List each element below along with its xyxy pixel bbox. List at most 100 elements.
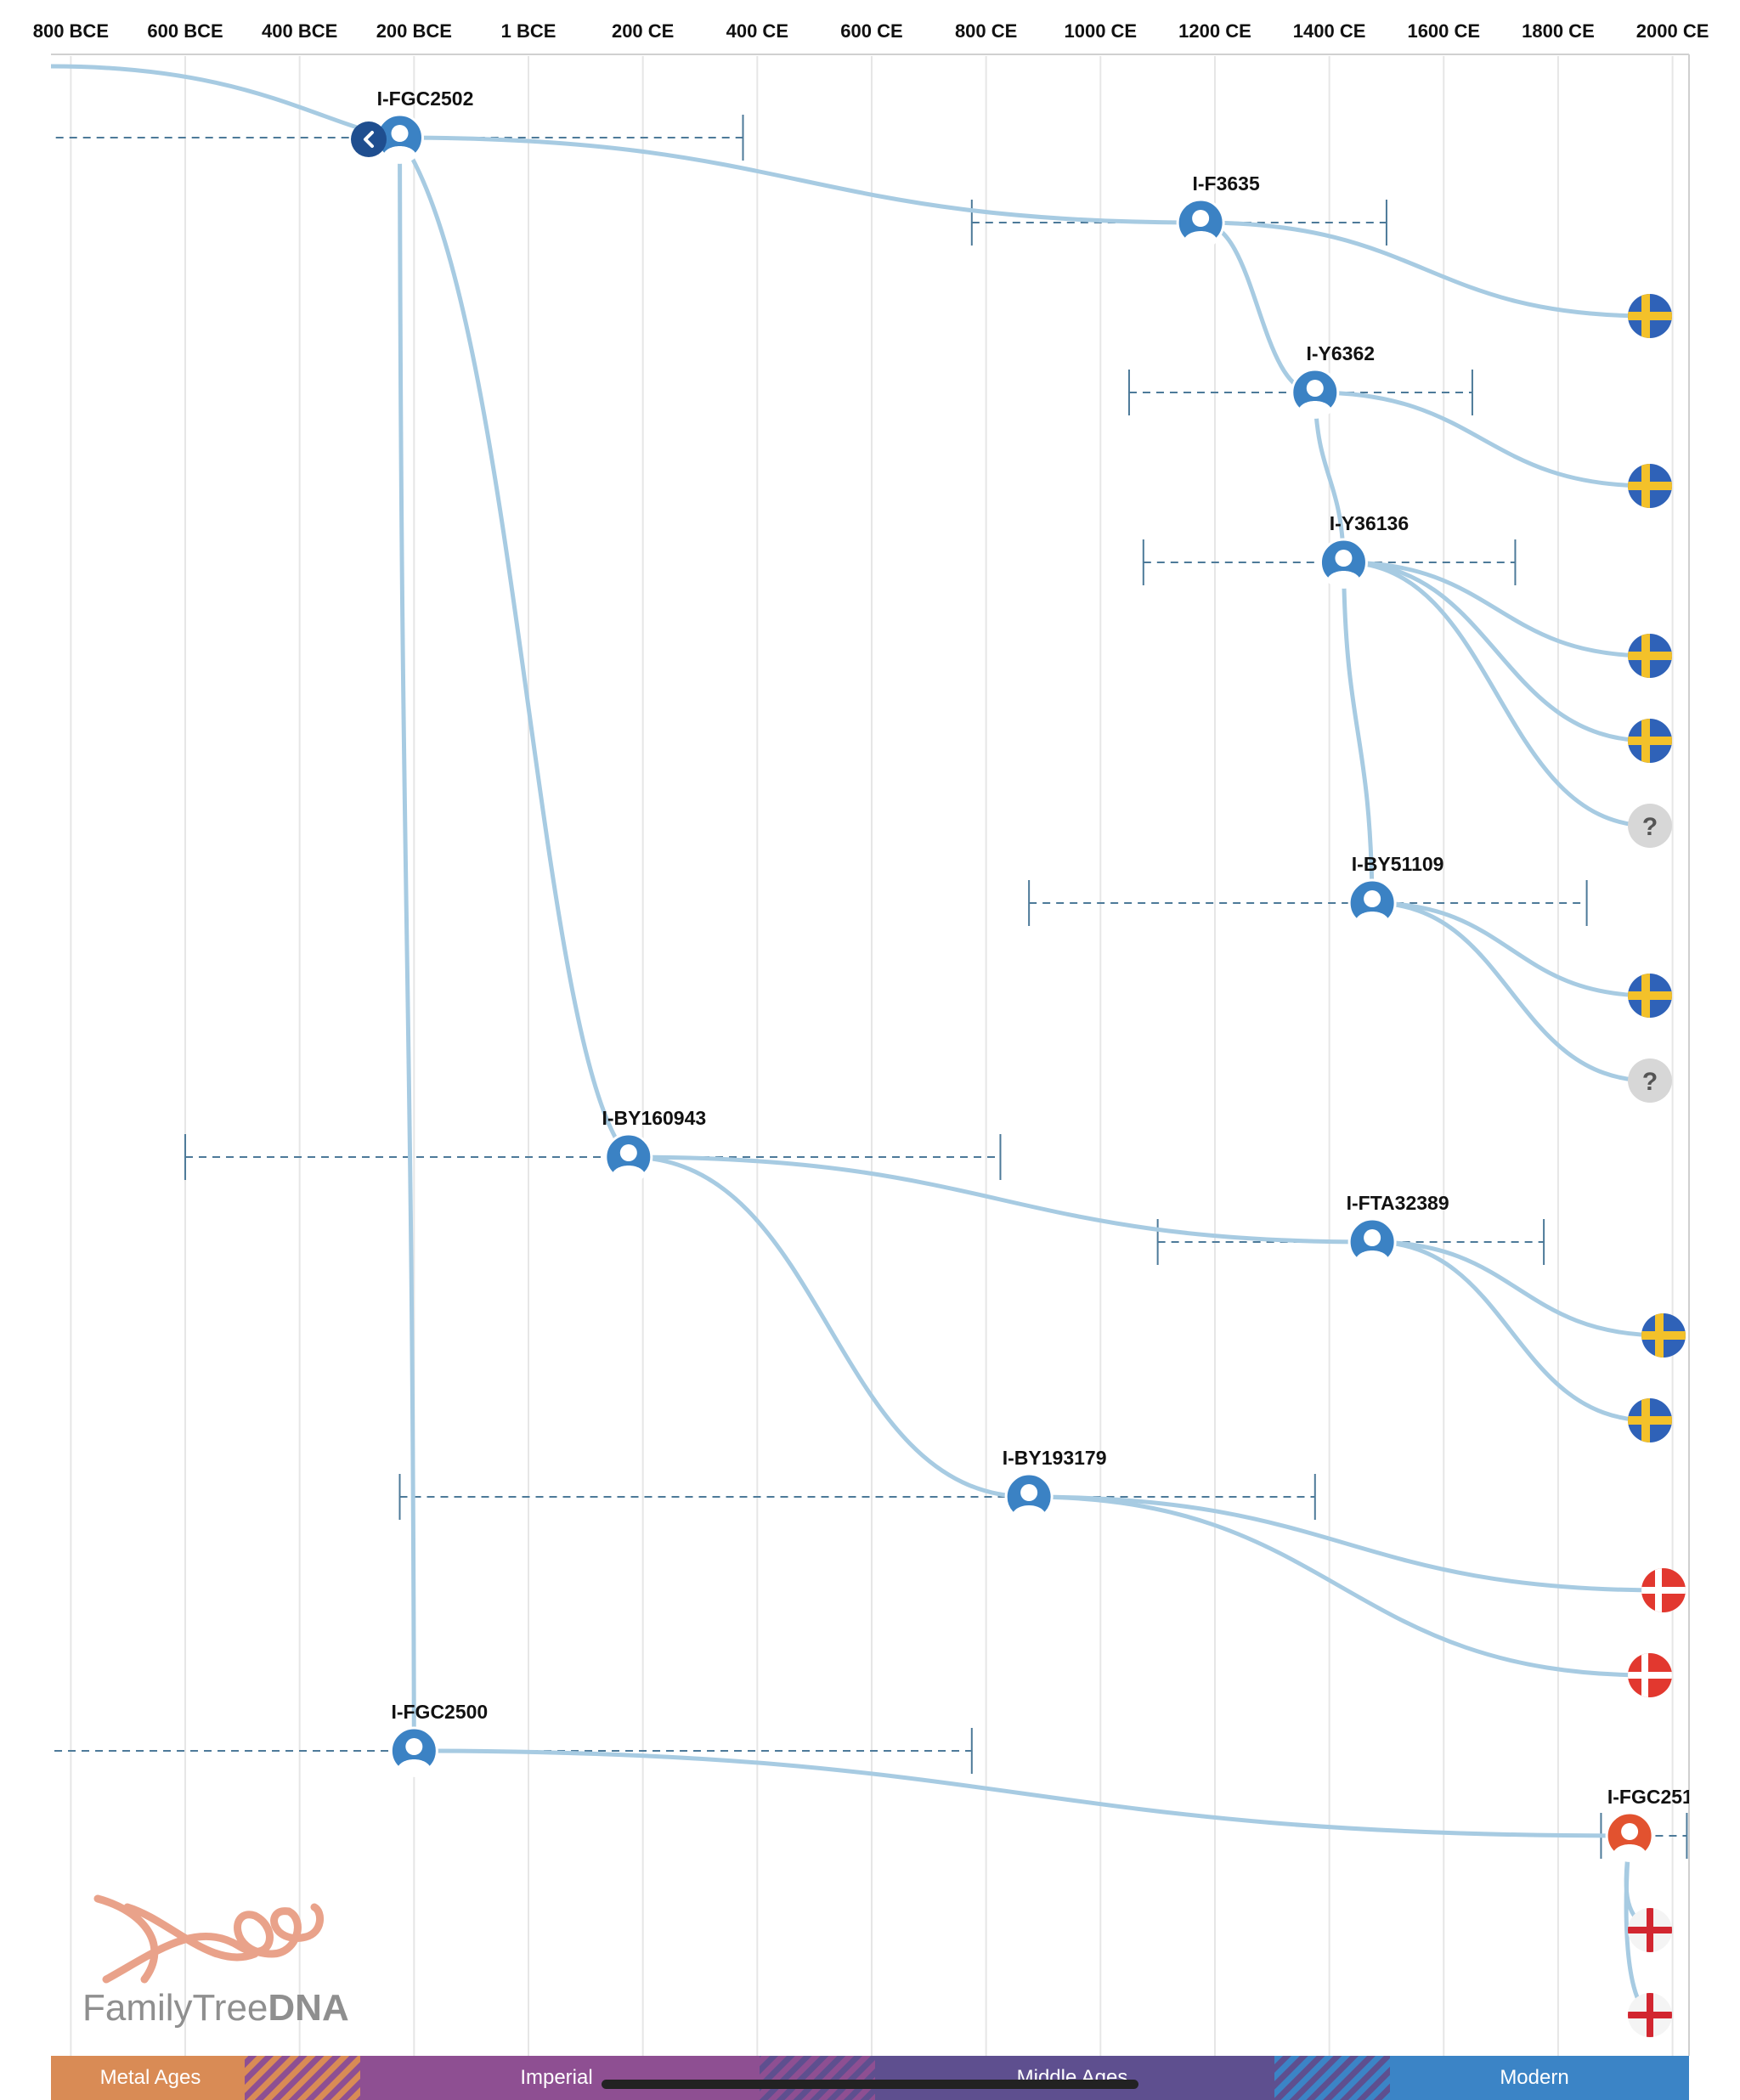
haplogroup-node[interactable]: I-FTA32389 [1347, 1192, 1449, 1268]
branch-line [1372, 1239, 1651, 1423]
flag-sweden-icon[interactable] [1628, 719, 1672, 763]
era-segment [51, 2056, 245, 2100]
node-label: I-F3635 [1192, 172, 1259, 195]
dna-helix-logo [93, 1894, 324, 1984]
flag-sweden-icon[interactable] [1628, 634, 1672, 678]
branch-line [1341, 562, 1375, 904]
axis-tick-label: 1200 CE [1178, 20, 1251, 42]
node-label: I-FGC2502 [377, 88, 474, 110]
confidence-intervals [51, 115, 1688, 1859]
familytreedna-logo: FamilyTreeDNA [82, 1894, 349, 2029]
axis-tick-label: 400 CE [726, 20, 788, 42]
flag-england-icon[interactable] [1628, 1993, 1672, 2037]
flag-unknown-icon[interactable]: ? [1628, 1058, 1672, 1103]
flag-england-icon[interactable] [1628, 1908, 1672, 1952]
era-segment [245, 2056, 360, 2100]
branch-line [628, 1154, 1030, 1499]
flag-sweden-icon[interactable] [1641, 1313, 1686, 1358]
sample-country-flags[interactable]: ?? [1628, 294, 1686, 2037]
axis-tick-label: 800 BCE [33, 20, 109, 42]
branch-line [1313, 392, 1346, 563]
haplogroup-node[interactable]: I-BY193179 [1003, 1447, 1107, 1523]
time-axis: 800 BCE 600 BCE 400 BCE 200 BCE 1 BCE 200 CE 4… [33, 20, 1709, 42]
axis-tick-label: 600 BCE [147, 20, 223, 42]
haplogroup-node[interactable]: I-FGC2511 [1605, 1786, 1703, 1862]
node-label: I-FTA32389 [1347, 1192, 1449, 1214]
logo-text-dna: DNA [268, 1987, 348, 2029]
flag-unknown-icon[interactable]: ? [1628, 804, 1672, 848]
back-button[interactable] [351, 121, 387, 157]
branch-lines [51, 64, 1664, 2018]
node-label: I-FGC2511 [1607, 1786, 1703, 1808]
axis-tick-label: 2000 CE [1636, 20, 1709, 42]
branch-line [51, 64, 400, 140]
haplogroup-node[interactable]: I-Y6362 [1291, 342, 1376, 419]
era-bar: Metal Ages Imperial Middle Ages Modern [51, 2056, 1689, 2100]
person-icon [1326, 550, 1361, 589]
logo-text-familytree: FamilyTree [82, 1987, 268, 2029]
timeline-gridlines [70, 56, 1674, 2058]
branch-line [414, 1748, 1630, 1838]
flag-denmark-icon[interactable] [1628, 1653, 1672, 1697]
branch-line [1343, 560, 1651, 658]
branch-line [398, 136, 630, 1159]
person-icon [1184, 210, 1218, 249]
flag-sweden-icon[interactable] [1628, 974, 1672, 1018]
flag-sweden-icon[interactable] [1628, 464, 1672, 508]
axis-tick-label: 1000 CE [1064, 20, 1137, 42]
person-icon [397, 1738, 432, 1777]
haplogroup-node[interactable]: I-FGC2500 [389, 1701, 488, 1777]
branch-line [1343, 560, 1651, 828]
person-icon [1355, 890, 1390, 929]
unknown-country-label: ? [1642, 1068, 1658, 1096]
branch-line [1372, 900, 1651, 998]
axis-tick-label: 1800 CE [1522, 20, 1595, 42]
person-icon [1613, 1823, 1647, 1862]
axis-tick-label: 1600 CE [1407, 20, 1480, 42]
haplogroup-node[interactable]: I-FGC2502 [376, 88, 474, 164]
unknown-country-label: ? [1642, 813, 1658, 841]
flag-sweden-icon[interactable] [1628, 1398, 1672, 1442]
branch-line [399, 135, 1201, 225]
node-label: I-Y6362 [1307, 342, 1376, 364]
era-segment [360, 2056, 760, 2100]
branch-line [1029, 1494, 1651, 1678]
person-icon [1012, 1484, 1047, 1523]
chevron-left-icon [364, 131, 374, 148]
node-label: I-BY51109 [1352, 853, 1444, 875]
person-icon [611, 1144, 646, 1183]
person-icon [382, 125, 417, 164]
axis-tick-label: 1 BCE [501, 20, 556, 42]
flag-denmark-icon[interactable] [1641, 1568, 1686, 1612]
node-label: I-FGC2500 [391, 1701, 488, 1723]
branch-line [1314, 390, 1651, 488]
axis-tick-label: 600 CE [840, 20, 902, 42]
flag-sweden-icon[interactable] [1628, 294, 1672, 338]
era-label: Metal Ages [100, 2066, 201, 2089]
node-label: I-BY160943 [602, 1107, 706, 1129]
scroll-handle[interactable] [602, 2080, 1138, 2089]
haplogroup-node[interactable]: I-Y36136 [1319, 512, 1409, 589]
era-segment [875, 2056, 1274, 2100]
haplogroup-node[interactable]: I-BY160943 [602, 1107, 706, 1183]
branch-line [628, 1154, 1373, 1245]
haplogroup-node[interactable]: I-F3635 [1176, 172, 1260, 249]
era-segment [1390, 2056, 1689, 2100]
haplogroup-node[interactable]: I-BY51109 [1347, 853, 1444, 929]
axis-tick-label: 200 BCE [376, 20, 452, 42]
branch-line [1200, 220, 1651, 319]
era-label: Imperial [520, 2066, 592, 2089]
branch-line [1372, 1239, 1664, 1338]
node-label: I-BY193179 [1003, 1447, 1107, 1469]
era-label: Modern [1500, 2066, 1568, 2089]
axis-tick-label: 1400 CE [1293, 20, 1366, 42]
axis-tick-label: 400 BCE [262, 20, 337, 42]
branch-line [1372, 900, 1651, 1083]
branch-line [398, 137, 416, 1752]
axis-tick-label: 200 CE [612, 20, 674, 42]
svg-text:FamilyTreeDNA: FamilyTreeDNA [82, 1987, 349, 2029]
branch-line [1029, 1494, 1664, 1593]
node-label: I-Y36136 [1330, 512, 1409, 534]
haplogroup-nodes[interactable]: I-FGC2502 I-F3635 I-Y6362 I-Y36136 I-BY51109… [376, 88, 1703, 1862]
